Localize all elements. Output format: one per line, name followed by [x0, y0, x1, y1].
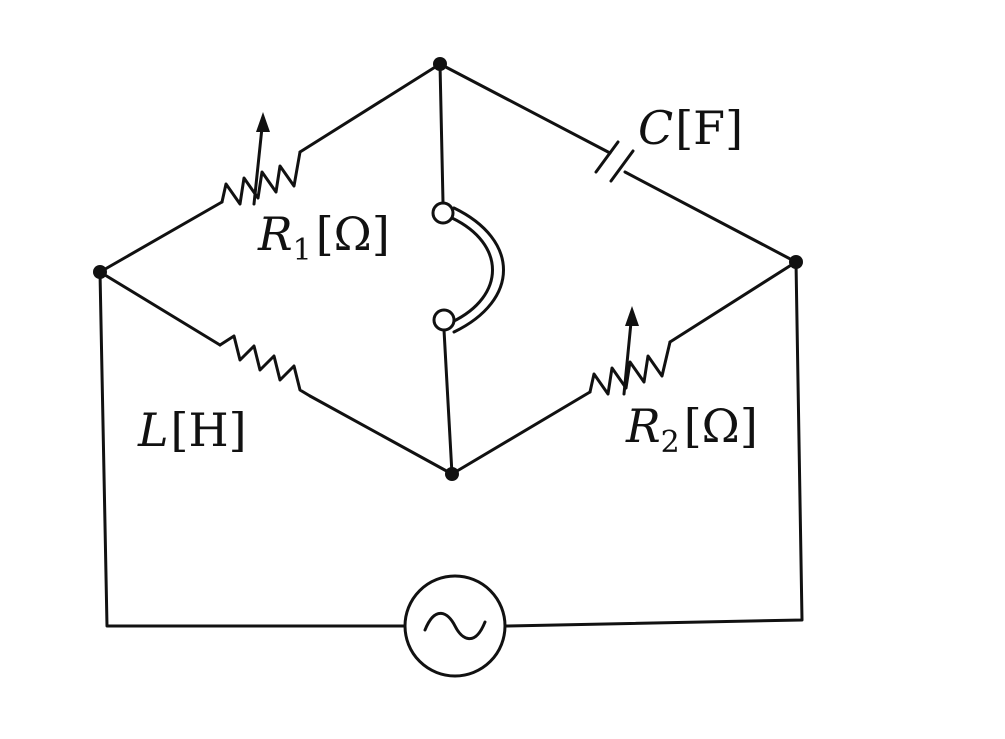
- ac-source-icon: [403, 574, 507, 678]
- r1-arrow-head-icon: [256, 112, 270, 132]
- r1-label: R1[Ω]: [257, 207, 390, 268]
- receiver-icon: [450, 216, 494, 324]
- capacitor-plate-1: [594, 140, 620, 174]
- inductor-coil: [218, 334, 312, 398]
- sine-wave-icon: [423, 611, 487, 641]
- source-loop: [98, 260, 804, 678]
- top-node: [433, 57, 447, 71]
- left-node: [93, 265, 107, 279]
- r2-arrow-head-icon: [625, 306, 639, 326]
- receiver-terminal-top: [431, 201, 455, 225]
- r2-label: R2[Ω]: [625, 399, 758, 460]
- bottom-node: [445, 467, 459, 481]
- r2-variable-resistor: [588, 340, 672, 396]
- inductor-arm: [98, 270, 454, 476]
- inductor-label: L[H]: [137, 403, 247, 457]
- right-node: [789, 255, 803, 269]
- receiver-terminal-bottom: [432, 308, 456, 332]
- capacitor-arm: [438, 62, 798, 264]
- capacitor-label: C[F]: [638, 101, 743, 155]
- r2-arm: [450, 260, 798, 476]
- r1-adjust-arrow: [252, 116, 265, 206]
- detector-branch: [431, 62, 505, 476]
- r1-variable-resistor: [220, 150, 302, 206]
- r1-arm: [98, 62, 442, 274]
- capacitor-plate-2: [609, 149, 635, 183]
